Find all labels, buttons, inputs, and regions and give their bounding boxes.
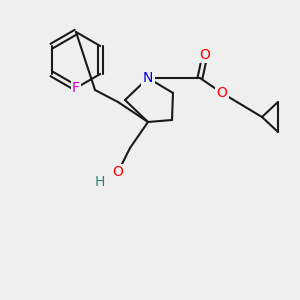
Text: O: O (112, 165, 123, 179)
Text: O: O (217, 86, 227, 100)
Text: F: F (72, 81, 80, 95)
Text: N: N (143, 71, 153, 85)
Text: H: H (95, 175, 105, 189)
Text: O: O (200, 48, 210, 62)
